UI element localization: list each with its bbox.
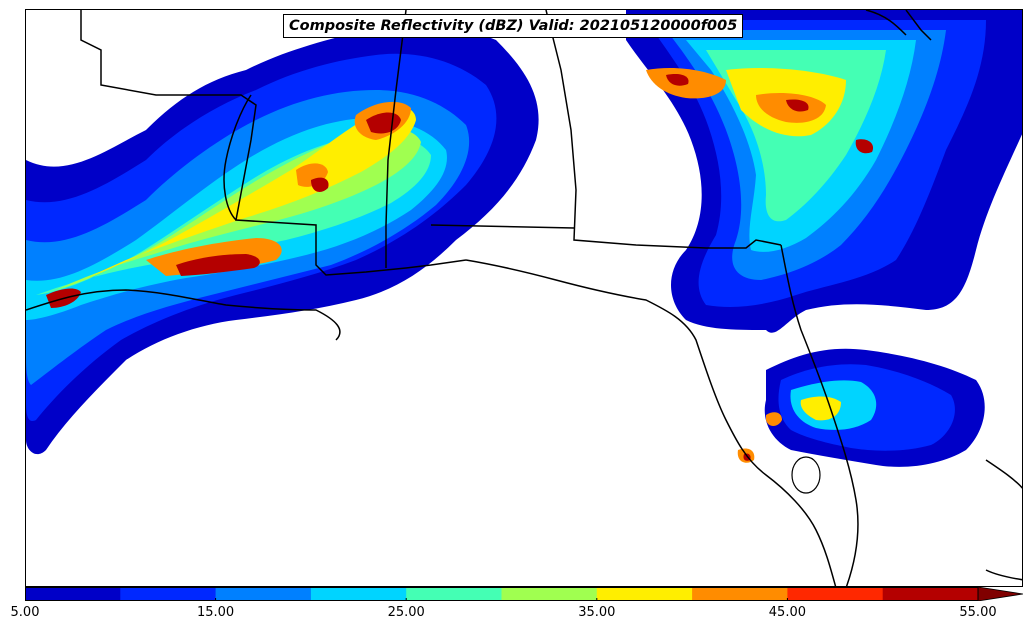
colorbar-bin — [310, 587, 407, 601]
reflectivity-map — [26, 10, 1022, 586]
colorbar-bin — [787, 587, 884, 601]
map-panel — [25, 9, 1023, 587]
colorbar-tick-label: 35.00 — [578, 605, 616, 620]
colorbar-tick-label: 5.00 — [10, 605, 40, 620]
colorbar-tick-label: 45.00 — [768, 605, 806, 620]
map-title: Composite Reflectivity (dBZ) Valid: 2021… — [283, 14, 744, 38]
colorbar-extension — [977, 587, 1023, 601]
colorbar-tick-label: 25.00 — [387, 605, 425, 620]
colorbar-bin — [882, 587, 979, 601]
storm-cluster-florida — [737, 348, 985, 467]
colorbar-bin — [692, 587, 788, 601]
colorbar-bin — [25, 587, 121, 601]
colorbar-bin — [120, 587, 217, 601]
colorbar-tick-label: 15.00 — [196, 605, 235, 620]
colorbar-outline — [25, 587, 979, 601]
storm-band-east — [626, 10, 1022, 333]
storm-band-west — [26, 23, 539, 455]
lake-okeechobee-outline — [791, 456, 821, 494]
coastlines-borders — [26, 10, 1022, 586]
colorbar-bin — [406, 587, 502, 601]
colorbar-tick-label: 55.00 — [959, 605, 997, 620]
colorbar-bin — [596, 587, 693, 601]
colorbar — [25, 587, 1023, 601]
colorbar-bin — [501, 587, 598, 601]
colorbar-bin — [215, 587, 312, 601]
